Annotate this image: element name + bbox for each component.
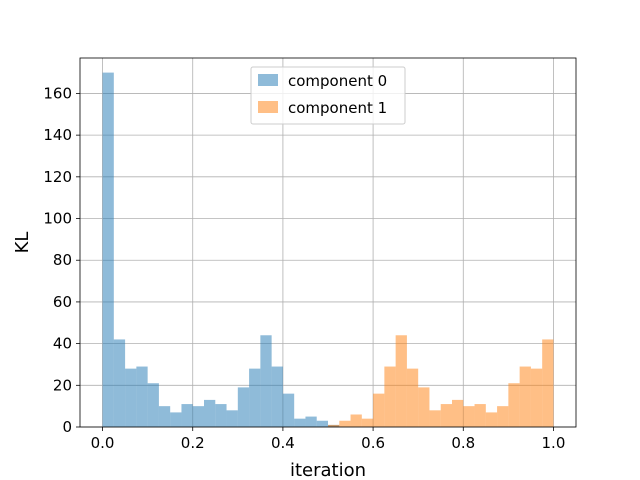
bar-component-0: [170, 412, 182, 427]
legend-label-component-1: component 1: [288, 99, 387, 117]
bar-component-1: [452, 399, 464, 427]
bar-component-1: [440, 404, 452, 427]
bar-component-0: [260, 335, 272, 427]
x-tick-label: 1.0: [542, 434, 566, 452]
legend-box: [250, 66, 406, 125]
x-axis-ticks: 0.0 0.2 0.4 0.6 0.8 1.0: [91, 427, 566, 452]
bar-component-1: [339, 420, 351, 427]
bar-component-1: [361, 418, 374, 427]
bar-component-0: [282, 393, 295, 427]
y-tick-label: 160: [43, 84, 72, 102]
bar-component-1: [429, 410, 441, 427]
bar-component-1: [373, 393, 385, 427]
plot-frame: [79, 57, 577, 428]
bar-component-0: [294, 418, 306, 427]
x-tick-label: 0.8: [451, 434, 475, 452]
legend-swatch-component-0: [258, 74, 278, 86]
bar-component-0: [192, 406, 204, 427]
legend: component 0 component 1: [250, 66, 406, 125]
y-tick-label: 60: [53, 293, 72, 311]
bar-component-0: [102, 72, 114, 427]
bar-component-1: [474, 404, 486, 427]
bars: [102, 72, 554, 427]
bar-component-1: [350, 414, 362, 427]
bar-component-0: [136, 366, 148, 427]
bar-component-1: [395, 335, 407, 427]
bar-component-0: [305, 416, 317, 427]
bar-component-1: [384, 366, 396, 427]
x-tick-label: 0.6: [361, 434, 385, 452]
bar-component-0: [147, 383, 159, 427]
bar-component-1: [519, 366, 531, 427]
bar-component-0: [125, 368, 137, 427]
y-tick-label: 100: [43, 210, 72, 228]
bar-component-1: [406, 368, 419, 427]
y-axis-label: KL: [12, 232, 33, 254]
y-tick-label: 40: [53, 335, 72, 353]
bar-component-0: [316, 420, 328, 427]
bar-component-1: [328, 424, 340, 427]
bar-component-0: [181, 404, 193, 427]
y-axis-ticks: 0 20 40 60 80 100 120 140 160: [43, 84, 80, 436]
y-tick-label: 140: [43, 126, 72, 144]
bar-component-1: [463, 406, 475, 427]
x-tick-label: 0.4: [271, 434, 295, 452]
bar-component-0: [237, 387, 250, 427]
legend-swatch-component-1: [258, 101, 278, 113]
bar-component-1: [485, 412, 498, 427]
bar-component-0: [204, 399, 216, 427]
bar-component-0: [158, 406, 171, 427]
y-tick-label: 0: [62, 418, 72, 436]
bar-component-0: [215, 404, 227, 427]
x-tick-label: 0.2: [181, 434, 205, 452]
bar-component-1: [542, 339, 554, 427]
bar-component-0: [271, 366, 283, 427]
x-tick-label: 0.0: [91, 434, 115, 452]
legend-label-component-0: component 0: [288, 72, 387, 90]
bar-component-1: [530, 368, 543, 427]
bar-component-0: [249, 368, 261, 427]
y-tick-label: 120: [43, 168, 72, 186]
y-tick-label: 20: [53, 376, 72, 394]
bar-component-0: [226, 410, 238, 427]
bar-component-1: [497, 406, 509, 427]
y-tick-label: 80: [53, 251, 72, 269]
bar-component-1: [418, 387, 430, 427]
bar-component-1: [508, 383, 520, 427]
x-axis-label: iteration: [290, 460, 366, 480]
bar-component-0: [113, 339, 126, 427]
